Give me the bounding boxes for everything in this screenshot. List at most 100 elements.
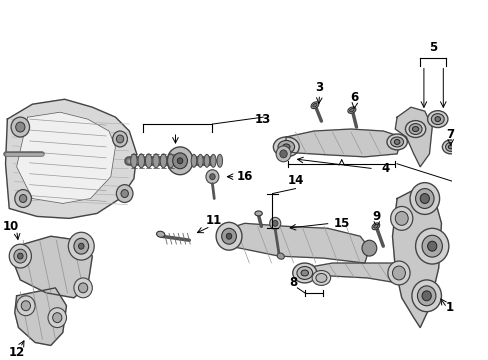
Circle shape — [79, 243, 84, 249]
Circle shape — [221, 228, 236, 244]
Polygon shape — [228, 223, 368, 263]
Circle shape — [415, 189, 433, 208]
Circle shape — [21, 301, 30, 311]
Circle shape — [121, 190, 128, 198]
Ellipse shape — [393, 139, 399, 144]
Text: 7: 7 — [446, 127, 454, 140]
Ellipse shape — [277, 253, 284, 259]
Text: 5: 5 — [428, 41, 436, 54]
Circle shape — [48, 308, 66, 328]
Circle shape — [74, 238, 88, 254]
Text: 15: 15 — [333, 217, 349, 230]
Polygon shape — [14, 236, 92, 298]
Circle shape — [20, 194, 27, 202]
Text: 12: 12 — [8, 346, 25, 359]
Circle shape — [394, 211, 407, 225]
Ellipse shape — [310, 102, 318, 109]
Circle shape — [409, 183, 439, 215]
Polygon shape — [302, 263, 401, 283]
Ellipse shape — [167, 154, 174, 168]
Circle shape — [15, 190, 31, 207]
Circle shape — [419, 194, 428, 203]
Ellipse shape — [371, 223, 379, 230]
Circle shape — [392, 266, 405, 280]
Polygon shape — [392, 186, 441, 328]
Circle shape — [427, 241, 436, 251]
Ellipse shape — [282, 144, 289, 150]
Circle shape — [421, 235, 442, 257]
Ellipse shape — [347, 107, 355, 113]
Circle shape — [112, 131, 127, 147]
Polygon shape — [15, 288, 66, 346]
Ellipse shape — [191, 154, 196, 167]
Ellipse shape — [434, 117, 440, 122]
Ellipse shape — [203, 154, 209, 167]
Text: 1: 1 — [445, 301, 453, 314]
Circle shape — [74, 278, 92, 298]
Circle shape — [9, 244, 31, 268]
Ellipse shape — [217, 154, 222, 167]
Text: 6: 6 — [350, 91, 358, 104]
Circle shape — [116, 185, 133, 202]
Circle shape — [417, 286, 435, 306]
Ellipse shape — [311, 270, 330, 285]
Ellipse shape — [390, 137, 403, 147]
Ellipse shape — [156, 231, 164, 237]
Ellipse shape — [254, 211, 262, 216]
Circle shape — [216, 222, 242, 250]
Ellipse shape — [277, 140, 294, 153]
Ellipse shape — [315, 274, 326, 282]
Ellipse shape — [130, 154, 137, 168]
Circle shape — [11, 117, 29, 137]
Ellipse shape — [210, 154, 216, 167]
Circle shape — [411, 280, 441, 312]
Polygon shape — [5, 99, 137, 219]
Ellipse shape — [408, 123, 421, 135]
Circle shape — [68, 232, 94, 260]
Circle shape — [14, 249, 27, 263]
Circle shape — [18, 253, 23, 259]
Circle shape — [390, 207, 412, 230]
Ellipse shape — [138, 154, 144, 168]
Circle shape — [276, 146, 290, 162]
Polygon shape — [17, 112, 115, 203]
Ellipse shape — [442, 140, 458, 154]
Ellipse shape — [349, 109, 353, 112]
Circle shape — [172, 153, 187, 169]
Ellipse shape — [373, 225, 377, 228]
Circle shape — [226, 233, 231, 239]
Circle shape — [387, 261, 409, 285]
Circle shape — [272, 220, 277, 226]
Text: 2: 2 — [486, 192, 488, 205]
Circle shape — [209, 174, 215, 180]
Ellipse shape — [411, 127, 418, 131]
Ellipse shape — [445, 143, 455, 151]
Ellipse shape — [427, 111, 447, 127]
Ellipse shape — [273, 137, 299, 157]
Text: 3: 3 — [315, 81, 323, 94]
Text: 13: 13 — [255, 113, 271, 126]
Ellipse shape — [430, 114, 443, 125]
Text: 10: 10 — [3, 220, 19, 233]
Ellipse shape — [301, 270, 308, 276]
Text: 11: 11 — [206, 214, 222, 227]
Circle shape — [279, 150, 286, 158]
Circle shape — [421, 291, 430, 301]
Ellipse shape — [292, 263, 316, 283]
Circle shape — [415, 228, 448, 264]
Ellipse shape — [312, 103, 316, 107]
Text: 9: 9 — [372, 210, 380, 223]
Polygon shape — [284, 129, 401, 157]
Circle shape — [17, 296, 35, 316]
Ellipse shape — [160, 154, 166, 168]
Ellipse shape — [145, 154, 152, 168]
Ellipse shape — [197, 154, 203, 167]
Ellipse shape — [153, 154, 159, 168]
Circle shape — [361, 240, 376, 256]
Circle shape — [269, 217, 280, 229]
Circle shape — [16, 122, 25, 132]
Circle shape — [177, 158, 183, 164]
Circle shape — [53, 313, 62, 323]
Circle shape — [79, 283, 87, 293]
Polygon shape — [394, 107, 431, 167]
